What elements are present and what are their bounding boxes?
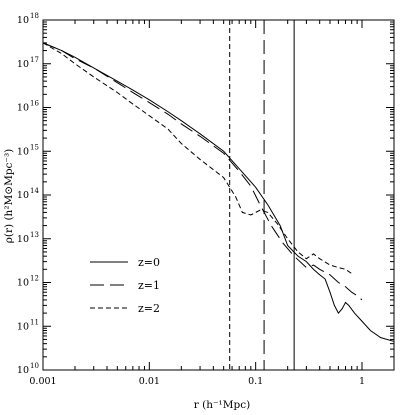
y-tick-label: 10 [17,365,29,376]
y-tick-label: 10 [17,103,29,114]
y-tick-label: 10 [17,321,29,332]
y-tick-exponent: 11 [30,318,39,326]
y-tick-exponent: 15 [30,143,39,151]
y-tick-exponent: 12 [30,275,39,283]
legend-label: z=1 [138,279,160,292]
plot-frame [42,19,395,371]
x-axis-label: r (h⁻¹Mpc) [194,399,250,411]
legend-label: z=2 [138,302,160,315]
y-tick-exponent: 10 [30,362,39,370]
y-tick-label: 10 [17,146,29,157]
y-tick-label: 10 [17,59,29,70]
x-tick-label: 1 [359,376,365,387]
legend: z=0 z=1 z=2 [90,256,160,315]
legend-label: z=0 [138,256,160,269]
y-tick-label: 10 [17,15,29,26]
y-tick-exponent: 16 [30,100,39,108]
y-tick-label: 10 [17,278,29,289]
series-line-z0 [42,42,395,342]
y-tick-exponent: 18 [30,12,39,20]
y-tick-label: 10 [17,190,29,201]
series-line-z1 [42,42,363,301]
y-tick-exponent: 13 [30,231,39,239]
y-tick-exponent: 17 [30,56,39,64]
x-tick-label: 0.01 [139,376,160,387]
x-tick-label: 0.001 [29,376,56,387]
y-tick-label: 10 [17,234,29,245]
y-axis-label: ρ(r) (h²M⊙Mpc⁻³) [3,149,15,244]
y-tick-exponent: 14 [30,187,39,195]
plot-area [42,20,395,370]
series-line-z2 [42,42,352,274]
x-tick-label: 0.1 [248,376,263,387]
axis-ticks [42,20,395,371]
